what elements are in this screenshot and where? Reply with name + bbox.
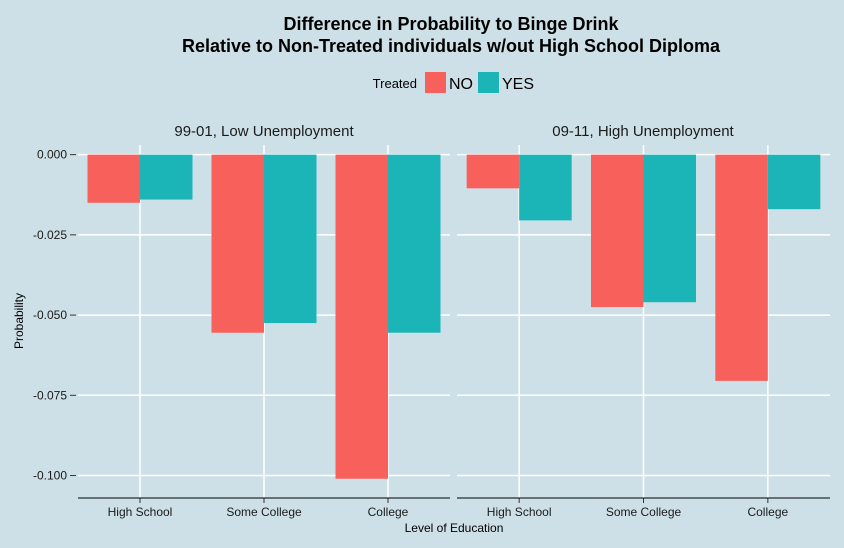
panel-low-unemployment: High School Some College College (78, 145, 450, 519)
x-tick-label: High School (487, 505, 552, 519)
bar-no (211, 154, 264, 333)
y-tick-label: -0.075 (33, 388, 67, 402)
bar-no (335, 154, 388, 479)
x-tick-label: College (747, 505, 788, 519)
y-tick-label: -0.025 (33, 228, 67, 242)
y-tick-label: -0.100 (33, 469, 67, 483)
y-axis: 0.000 -0.025 -0.050 -0.075 -0.100 (33, 148, 76, 483)
legend-title: Treated (373, 76, 417, 91)
bar-yes (767, 154, 821, 210)
y-tick-label: -0.050 (33, 308, 67, 322)
y-axis-title: Probability (12, 293, 26, 349)
bar-yes (643, 154, 696, 303)
chart-subtitle: Relative to Non-Treated individuals w/ou… (182, 36, 721, 56)
legend-label-no: NO (449, 76, 473, 93)
legend-swatch-no (425, 72, 446, 93)
x-tick-label: College (368, 505, 409, 519)
x-axis-title: Level of Education (405, 521, 504, 535)
bar-no (87, 154, 140, 203)
panel-label-low-unemployment: 99-01, Low Unemployment (174, 123, 354, 140)
legend-label-yes: YES (502, 76, 534, 93)
y-tick-label: 0.000 (37, 148, 67, 162)
bar-yes (264, 154, 317, 324)
legend-swatch-yes (478, 72, 499, 93)
panel-high-unemployment: High School Some College College (457, 145, 830, 519)
bar-yes (140, 154, 193, 200)
x-tick-label: Some College (606, 505, 682, 519)
chart-title: Difference in Probability to Binge Drink (283, 14, 619, 34)
x-tick-label: Some College (226, 505, 302, 519)
bar-yes (519, 154, 572, 221)
legend: Treated NO YES (373, 72, 534, 93)
x-tick-label: High School (108, 505, 173, 519)
bar-no (715, 154, 768, 381)
bar-no (591, 154, 644, 308)
bar-yes (388, 154, 441, 333)
bar-no (466, 154, 520, 189)
panel-label-high-unemployment: 09-11, High Unemployment (552, 123, 734, 140)
